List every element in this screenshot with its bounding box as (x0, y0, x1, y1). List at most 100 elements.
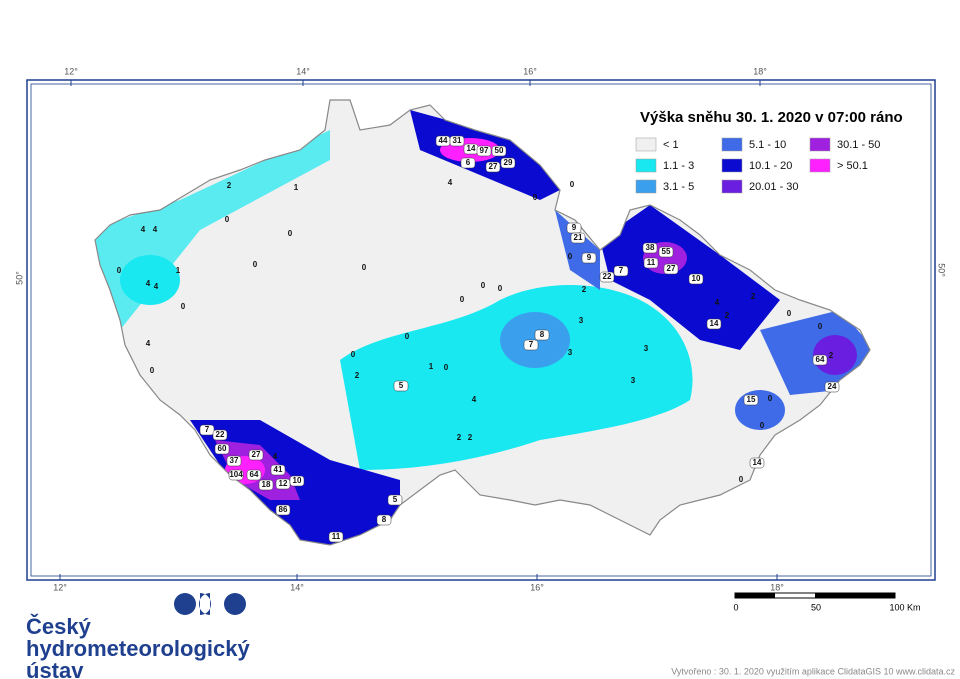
station-value: 15 (747, 395, 756, 404)
station-value: 0 (787, 309, 792, 318)
logo-text: hydrometeorologický (26, 636, 250, 661)
station-box (228, 469, 244, 481)
station-value: 3 (579, 316, 584, 325)
station-value: 0 (481, 281, 486, 290)
station-box (226, 455, 242, 467)
station-value: 7 (529, 340, 534, 349)
station-value: 8 (382, 515, 387, 524)
lon-label: 16° (523, 66, 537, 76)
station-box (328, 531, 344, 543)
lon-label: 18° (770, 582, 784, 592)
station-box (743, 394, 759, 406)
scale-label: 50 (811, 602, 821, 612)
station-value: 0 (225, 215, 230, 224)
station-box (476, 145, 492, 157)
legend-swatch (721, 158, 743, 173)
station-box (246, 469, 262, 481)
station-box (485, 161, 501, 173)
lon-label: 16° (530, 582, 544, 592)
station-box (643, 257, 659, 269)
legend-label: 20.01 - 30 (749, 181, 799, 193)
legend-swatch (721, 137, 743, 152)
station-value: 5 (399, 381, 404, 390)
ticks (59, 80, 778, 580)
station-box (658, 246, 674, 258)
station-value: 4 (146, 339, 151, 348)
map-frame-inner (30, 83, 932, 577)
station-box (199, 424, 215, 436)
station-box (688, 273, 704, 285)
legend-swatch (721, 179, 743, 194)
station-value: 6 (466, 158, 471, 167)
legend-label: 3.1 - 5 (663, 181, 694, 193)
station-value: 11 (332, 532, 341, 541)
station-value: 41 (274, 465, 283, 474)
scale-bar (815, 593, 895, 598)
legend-title: Výška sněhu 30. 1. 2020 v 07:00 ráno (640, 109, 903, 126)
lon-label: 14° (296, 66, 310, 76)
station-box (270, 464, 286, 476)
legend-label: 30.1 - 50 (837, 139, 880, 151)
station-box (449, 135, 465, 147)
station-value: 4 (141, 225, 146, 234)
station-value: 8 (540, 330, 545, 339)
station-value: 1 (294, 183, 299, 192)
lat-label: 50° (937, 263, 947, 277)
legend-swatch (635, 179, 657, 194)
station-value: 14 (467, 144, 476, 153)
station-value: 2 (829, 351, 834, 360)
station-value: 64 (250, 470, 259, 479)
station-value: 3 (568, 348, 573, 357)
lon-label: 12° (64, 66, 78, 76)
station-box (275, 504, 291, 516)
station-value: 27 (667, 264, 676, 273)
station-value: 0 (405, 332, 410, 341)
lon-label: 18° (753, 66, 767, 76)
station-value: 38 (646, 243, 655, 252)
station-value: 0 (444, 363, 449, 372)
station-box (212, 429, 228, 441)
station-box (570, 232, 586, 244)
scale-bar (735, 593, 775, 598)
station-value: 0 (498, 284, 503, 293)
station-value: 27 (489, 162, 498, 171)
station-value: 0 (568, 252, 573, 261)
station-value: 2 (355, 371, 360, 380)
station-value: 0 (288, 229, 293, 238)
station-value: 2 (227, 181, 232, 190)
station-box (214, 443, 230, 455)
logo-mark (224, 593, 246, 615)
legend-swatch (635, 158, 657, 173)
station-value: 7 (205, 425, 210, 434)
station-value: 0 (460, 295, 465, 304)
station-value: 50 (495, 146, 504, 155)
station-value: 2 (582, 285, 587, 294)
station-value: 1 (176, 266, 181, 275)
scale-label: 0 (733, 602, 738, 612)
station-value: 24 (828, 382, 837, 391)
station-value: 37 (230, 456, 239, 465)
station-value: 0 (760, 421, 765, 430)
station-value: 0 (570, 180, 575, 189)
station-value: 18 (262, 480, 271, 489)
logo-mark (174, 593, 196, 615)
legend-label: 1.1 - 3 (663, 160, 694, 172)
lat-label: 50° (14, 271, 24, 285)
station-box (642, 242, 658, 254)
station-box (824, 381, 840, 393)
station-box (491, 145, 507, 157)
station-value: 9 (572, 223, 577, 232)
station-value: 0 (117, 266, 122, 275)
station-value: 0 (362, 263, 367, 272)
station-value: 2 (468, 433, 473, 442)
station-value: 14 (753, 458, 762, 467)
station-value: 4 (273, 452, 278, 461)
station-value: 12 (279, 479, 288, 488)
station-value: 2 (725, 311, 730, 320)
station-box (376, 514, 392, 526)
station-value: 2 (751, 292, 756, 301)
station-box (581, 252, 597, 264)
station-box (599, 271, 615, 283)
station-value: 7 (619, 266, 624, 275)
station-value: 0 (768, 394, 773, 403)
